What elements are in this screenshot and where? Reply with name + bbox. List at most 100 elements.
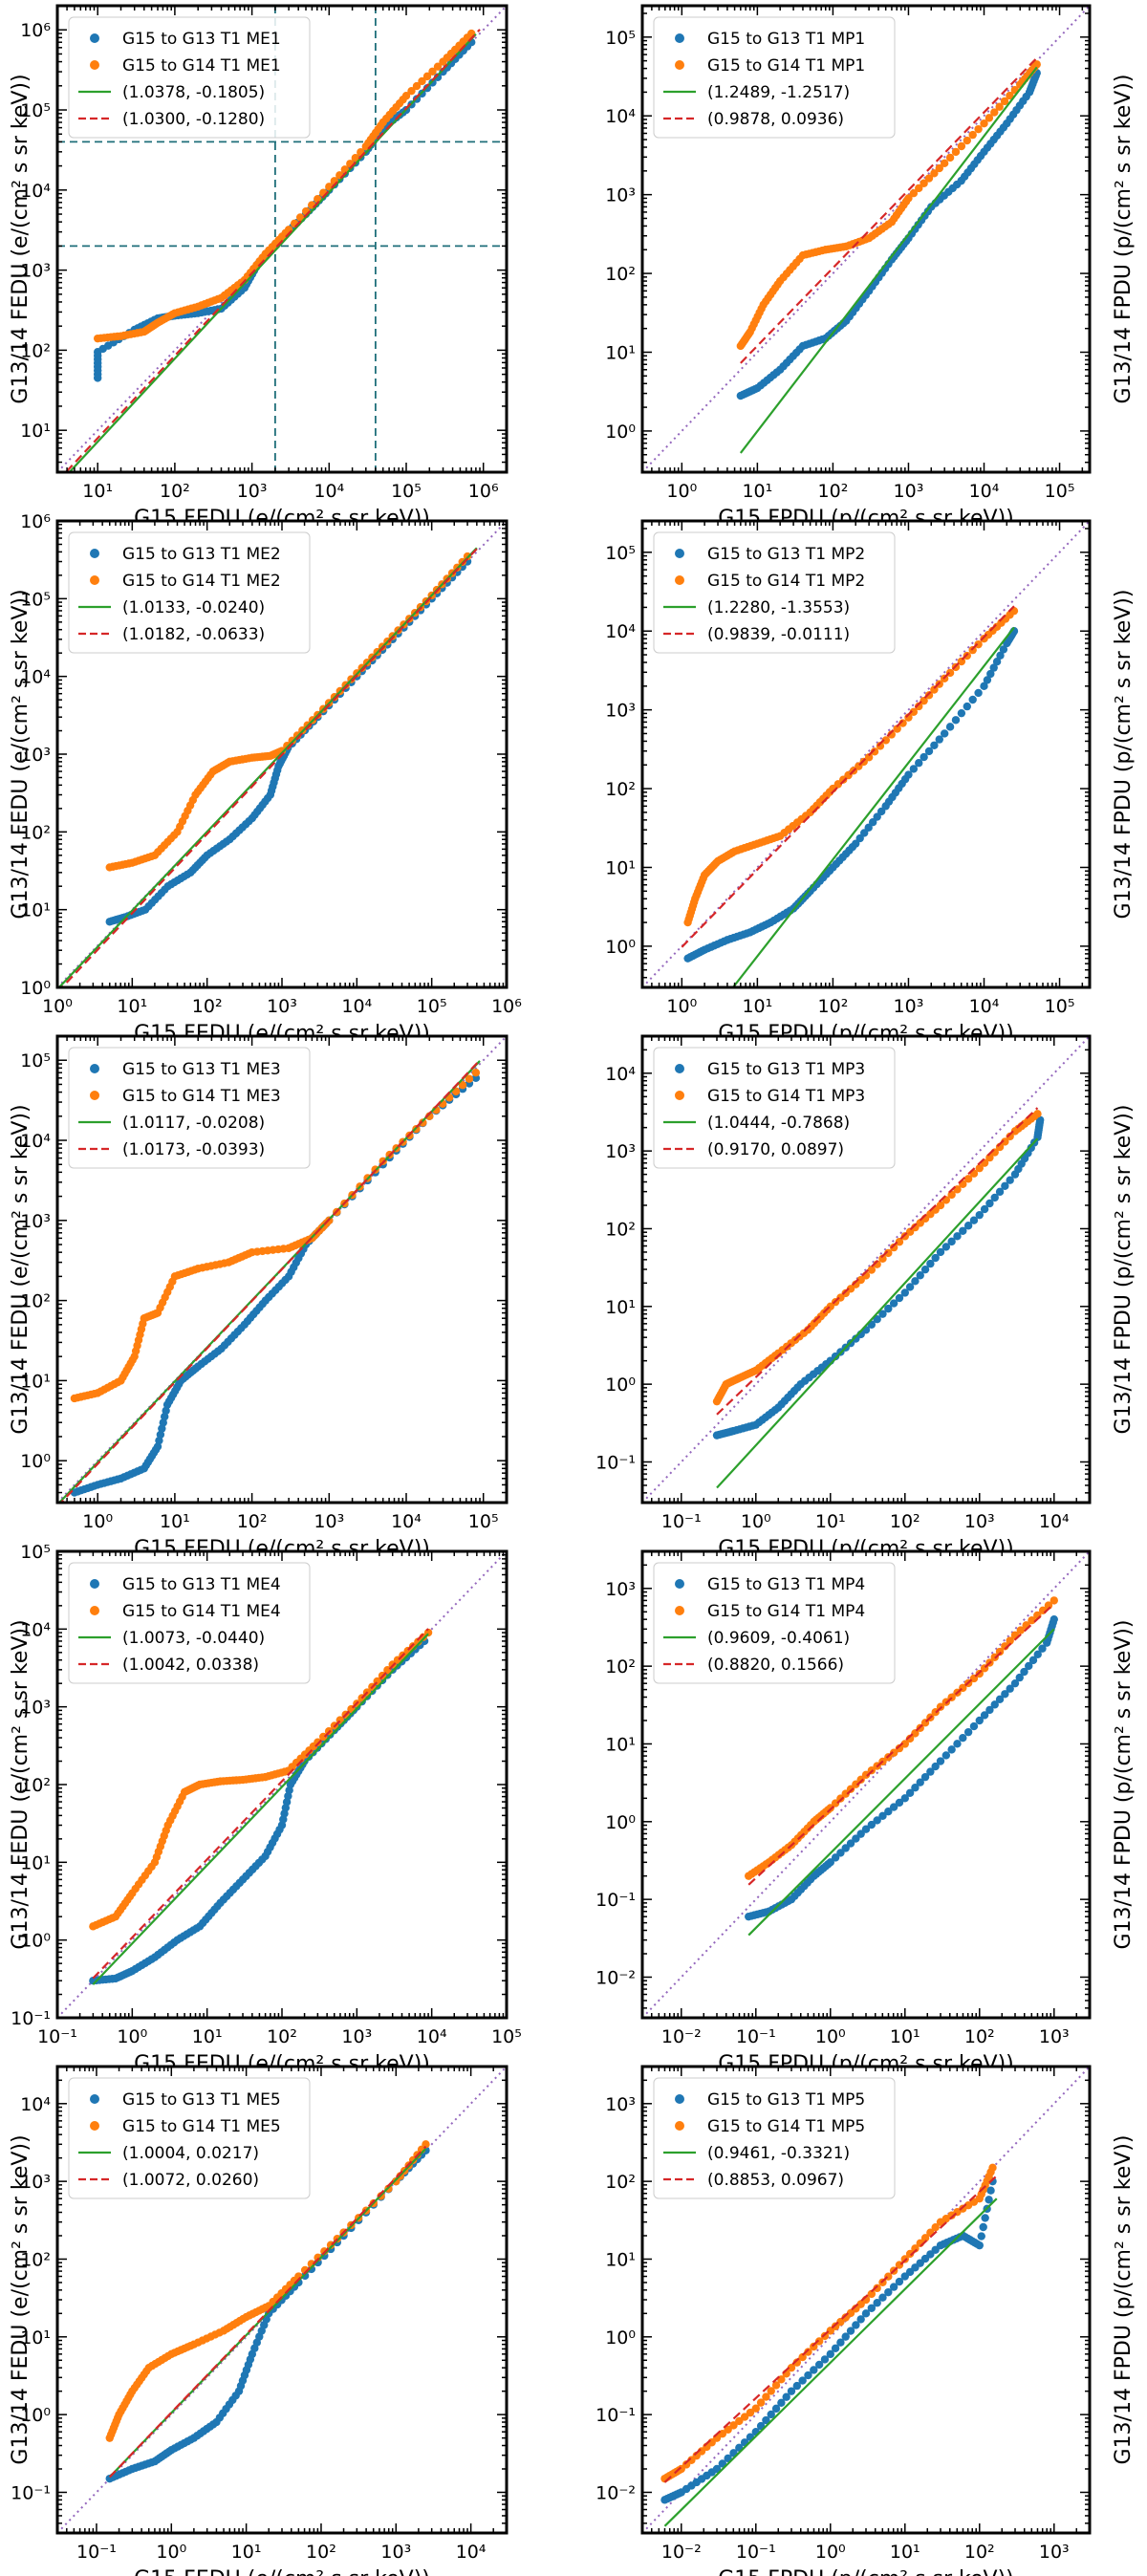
legend-label: (0.8820, 0.1566) bbox=[707, 1656, 844, 1675]
x-tick-label: 10³ bbox=[894, 996, 924, 1017]
x-tick-label: 10¹ bbox=[742, 481, 772, 502]
scatter-point-g14 bbox=[864, 753, 874, 762]
scatter-point-g14 bbox=[846, 1785, 855, 1793]
scatter-point-g14 bbox=[314, 1738, 322, 1746]
scatter-point-g14 bbox=[465, 1074, 474, 1083]
scatter-point-g13 bbox=[889, 1803, 898, 1811]
legend: G15 to G13 T1 MP1 G15 to G14 T1 MP1 (1.248… bbox=[653, 16, 896, 139]
scatter-point-g13 bbox=[941, 1751, 951, 1760]
scatter-point-g14 bbox=[889, 1243, 898, 1252]
legend-label: G15 to G14 T1 ME5 bbox=[122, 2117, 281, 2136]
scatter-point-g13 bbox=[968, 695, 977, 704]
scatter-point-g14 bbox=[422, 2140, 430, 2149]
legend-box bbox=[653, 1047, 896, 1169]
scatter-point-g14 bbox=[911, 1729, 920, 1738]
y-tick-label: 10³ bbox=[20, 1211, 51, 1232]
panel-me2: 10⁰ 10¹ 10² 10³ 10⁴ 10⁵ 10⁶ 10⁰ 10¹ 10² 10³ 10⁴ 10⁵ 1… bbox=[9, 511, 522, 1046]
scatter-point-g13 bbox=[905, 1788, 915, 1797]
plot-content bbox=[642, 2067, 1090, 2533]
x-tick-label: 10² bbox=[237, 1511, 268, 1532]
legend-label: G15 to G13 T1 MP4 bbox=[707, 1575, 865, 1594]
scatter-point-g14 bbox=[957, 141, 966, 151]
scatter-point-g13 bbox=[936, 1247, 945, 1257]
scatter-point-g13 bbox=[867, 2304, 876, 2312]
scatter-point-g13 bbox=[999, 645, 1008, 654]
scatter-point-g13 bbox=[1025, 1661, 1033, 1671]
legend-label: G15 to G13 T1 ME5 bbox=[122, 2090, 281, 2110]
legend-label: G15 to G14 T1 ME1 bbox=[122, 56, 281, 76]
legend-label: (1.0444, -0.7868) bbox=[707, 1114, 850, 1133]
scatter-point-g13 bbox=[1020, 1667, 1028, 1677]
plot-content bbox=[57, 2067, 507, 2533]
scatter-point-g13 bbox=[831, 2344, 840, 2352]
scatter-point-g14 bbox=[831, 1799, 840, 1808]
scatter-point-g13 bbox=[861, 2309, 871, 2318]
scatter-point-g14 bbox=[1032, 60, 1041, 69]
y-tick-label: 10¹ bbox=[605, 2249, 636, 2270]
y-tick-label: 10⁻² bbox=[595, 1967, 636, 1988]
legend-marker-dot bbox=[90, 1091, 99, 1100]
x-tick-label: 10³ bbox=[1039, 2542, 1070, 2563]
legend-box bbox=[68, 16, 311, 139]
x-tick-label: 10⁻¹ bbox=[76, 2542, 117, 2563]
x-tick-label: 10³ bbox=[237, 481, 268, 502]
scatter-point-g13 bbox=[1006, 1684, 1014, 1693]
scatter-point-g14 bbox=[905, 2249, 915, 2259]
x-tick-label: 10⁵ bbox=[1045, 481, 1075, 502]
axes-frame bbox=[55, 4, 509, 474]
scatter-point-g13 bbox=[895, 1798, 904, 1808]
scatter-point-g14 bbox=[870, 747, 879, 756]
scatter-point-g14 bbox=[1006, 91, 1014, 100]
x-axis-label: G15 FEDU (e/(cm² s sr keV)) bbox=[134, 2567, 430, 2576]
legend-marker-dot bbox=[90, 1606, 99, 1615]
scatter-point-g14 bbox=[995, 1647, 1005, 1656]
legend-marker-dot bbox=[675, 575, 684, 585]
y-tick-label: 10¹ bbox=[605, 1297, 636, 1318]
scatter-point-g13 bbox=[992, 658, 1002, 666]
scatter-point-g13 bbox=[792, 2381, 802, 2391]
legend-box bbox=[68, 1047, 311, 1169]
scatter-point-g14 bbox=[407, 86, 416, 96]
legend-label: (1.0182, -0.0633) bbox=[122, 625, 265, 644]
legend: G15 to G13 T1 ME4 G15 to G14 T1 ME4 (1.007… bbox=[68, 1562, 311, 1684]
scatter-point-g14 bbox=[940, 159, 949, 168]
scatter-point-g14 bbox=[995, 102, 1004, 111]
scatter-point-g13 bbox=[873, 812, 881, 821]
legend-label: G15 to G13 T1 MP5 bbox=[707, 2090, 865, 2110]
scatter-point-g14 bbox=[915, 702, 923, 711]
panel-mp4: 10⁻² 10⁻¹ 10⁰ 10¹ 10² 10³ 10⁻² 10⁻¹ 10⁰ 10¹ 10² 10³… bbox=[595, 1549, 1136, 2076]
y-tick-label: 10⁰ bbox=[605, 937, 636, 958]
scatter-point-g14 bbox=[1016, 1626, 1026, 1634]
scatter-point-g14 bbox=[433, 62, 443, 71]
scatter-point-g14 bbox=[980, 119, 988, 128]
scatter-point-g14 bbox=[974, 639, 983, 649]
scatter-point-g14 bbox=[1033, 1110, 1042, 1118]
scatter-point-g14 bbox=[746, 2408, 755, 2417]
scatter-point-g13 bbox=[980, 1204, 989, 1214]
scatter-point-g13 bbox=[826, 2349, 834, 2359]
scatter-point-g13 bbox=[1038, 1644, 1047, 1653]
scatter-point-g13 bbox=[852, 839, 860, 848]
fit-line-solid bbox=[716, 1137, 1039, 1489]
y-tick-label: 10⁴ bbox=[605, 106, 636, 127]
scatter-point-g13 bbox=[1035, 1115, 1045, 1124]
scatter-point-g13 bbox=[904, 770, 913, 779]
scatter-point-g14 bbox=[881, 736, 891, 745]
scatter-point-g14 bbox=[792, 2358, 802, 2367]
y-tick-label: 10⁶ bbox=[20, 511, 51, 532]
scatter-point-g13 bbox=[980, 1711, 989, 1720]
x-tick-label: 10⁻¹ bbox=[736, 2026, 776, 2047]
y-tick-label: 10⁰ bbox=[605, 1375, 636, 1396]
scatter-point-g13 bbox=[959, 1226, 967, 1235]
y-tick-label: 10⁴ bbox=[605, 1064, 636, 1085]
scatter-point-g13 bbox=[771, 2404, 781, 2414]
x-tick-label: 10³ bbox=[267, 996, 297, 1017]
scatter-point-g13 bbox=[889, 2283, 898, 2291]
legend: G15 to G13 T1 MP2 G15 to G14 T1 MP2 (1.228… bbox=[653, 531, 896, 654]
plot-content bbox=[642, 521, 1090, 987]
scatter-point-g13 bbox=[878, 1811, 887, 1821]
identity-line bbox=[57, 1551, 507, 2018]
scatter-point-g14 bbox=[314, 194, 322, 204]
scatter-point-g14 bbox=[767, 2387, 775, 2395]
scatter-point-g13 bbox=[867, 1820, 876, 1829]
